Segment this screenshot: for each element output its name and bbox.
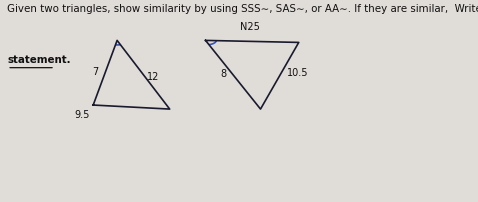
Text: 12: 12 (147, 72, 160, 82)
Text: statement.: statement. (7, 55, 71, 65)
Text: N25: N25 (240, 22, 260, 32)
Text: 8: 8 (220, 69, 227, 79)
Text: Given two triangles, show similarity by using SSS∼, SAS∼, or AA∼. If they are si: Given two triangles, show similarity by … (7, 4, 478, 14)
Text: 10.5: 10.5 (287, 68, 308, 78)
Text: 9.5: 9.5 (75, 110, 90, 120)
Text: 7: 7 (92, 67, 98, 77)
